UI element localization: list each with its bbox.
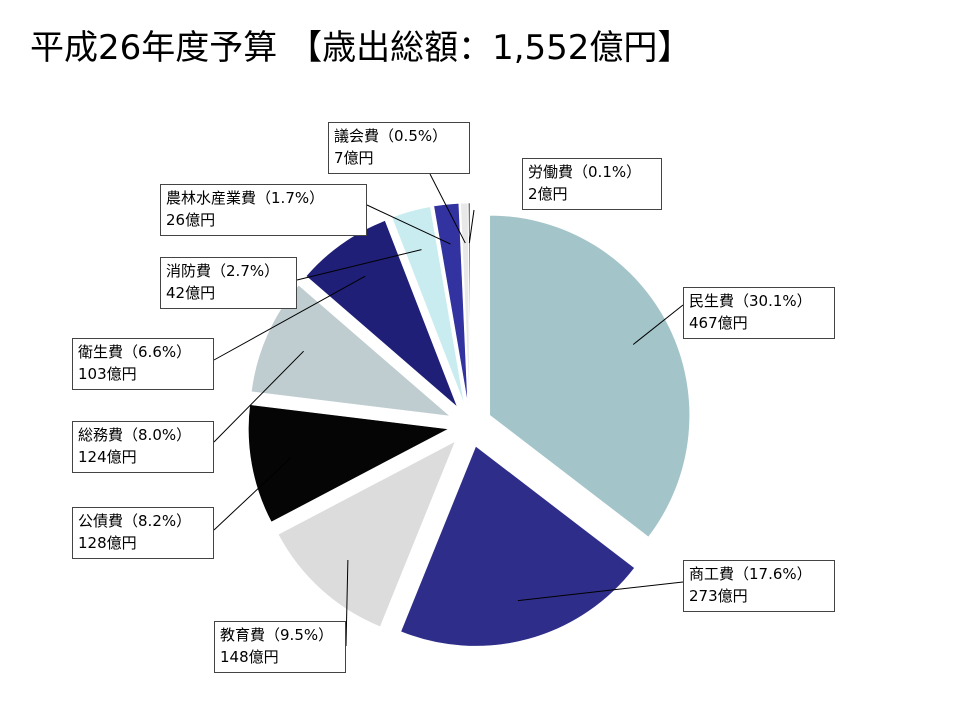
slice-name-label: 労働費（0.1%） <box>528 161 656 183</box>
slice-percent: （9.5%） <box>265 626 334 644</box>
data-label-gikai: 議会費（0.5%） 7億円 <box>328 122 470 174</box>
slice-name-label: 消防費（2.7%） <box>166 260 291 282</box>
slice-percent: （6.6%） <box>123 343 192 361</box>
page-title: 平成26年度予算 【歳出総額：1,552億円】 <box>30 28 692 68</box>
data-label-kyoiku: 教育費（9.5%） 148億円 <box>214 621 346 673</box>
pie-slice-eisei <box>305 220 458 408</box>
slice-name: 教育費 <box>220 626 266 644</box>
slice-percent: （1.7%） <box>256 189 325 207</box>
data-label-kosai: 公債費（8.2%） 128億円 <box>72 507 214 559</box>
pie-slice-minsei <box>489 214 691 538</box>
slice-value: 273億円 <box>689 587 748 605</box>
leader-line-shobo <box>296 249 422 281</box>
data-label-minsei: 民生費（30.1%） 467億円 <box>683 287 835 339</box>
slice-name: 公債費 <box>78 512 124 530</box>
leader-line-shoko <box>517 581 684 602</box>
leader-line-somu <box>213 350 304 443</box>
slice-percent: （8.2%） <box>123 512 192 530</box>
slice-percent: （0.1%） <box>573 163 642 181</box>
slice-name-label: 農林水産業費（1.7%） <box>166 187 361 209</box>
slice-value: 128億円 <box>78 534 137 552</box>
slice-name-label: 民生費（30.1%） <box>689 290 829 312</box>
slice-percent: （30.1%） <box>734 292 812 310</box>
slice-value: 124億円 <box>78 448 137 466</box>
slice-value: 2億円 <box>528 185 568 203</box>
slice-name: 農林水産業費 <box>166 189 257 207</box>
pie-slice-norin <box>433 203 468 404</box>
slice-name-label: 議会費（0.5%） <box>334 125 464 147</box>
pie-slice-kosai <box>248 404 450 523</box>
slice-name-label: 商工費（17.6%） <box>689 563 829 585</box>
leader-line-eisei <box>213 275 366 361</box>
pie-slice-rodo <box>468 202 471 404</box>
slice-name: 商工費 <box>689 565 735 583</box>
leader-line-kosai <box>213 457 292 531</box>
pie-slice-shoko <box>400 445 635 647</box>
leader-line-kyoiku <box>345 559 349 647</box>
slice-name-label: 衛生費（6.6%） <box>78 341 208 363</box>
leader-line-rodo <box>468 209 475 244</box>
data-label-eisei: 衛生費（6.6%） 103億円 <box>72 338 214 390</box>
pie-slice-gikai <box>460 202 470 404</box>
slice-value: 103億円 <box>78 365 137 383</box>
slice-value: 467億円 <box>689 314 748 332</box>
slice-value: 7億円 <box>334 149 374 167</box>
slice-name: 民生費 <box>689 292 735 310</box>
slice-name: 消防費 <box>166 262 212 280</box>
slice-percent: （8.0%） <box>123 426 192 444</box>
slice-value: 26億円 <box>166 211 216 229</box>
data-label-shoko: 商工費（17.6%） 273億円 <box>683 560 835 612</box>
leader-line-gikai <box>429 173 466 244</box>
slice-percent: （0.5%） <box>379 127 448 145</box>
data-label-somu: 総務費（8.0%） 124億円 <box>72 421 214 473</box>
slice-name: 総務費 <box>78 426 124 444</box>
slice-percent: （2.7%） <box>211 262 280 280</box>
slice-name: 議会費 <box>334 127 380 145</box>
slice-value: 42億円 <box>166 284 216 302</box>
data-label-rodo: 労働費（0.1%） 2億円 <box>522 158 662 210</box>
slice-name-label: 教育費（9.5%） <box>220 624 340 646</box>
slice-name: 衛生費 <box>78 343 124 361</box>
data-label-shobo: 消防費（2.7%） 42億円 <box>160 257 297 309</box>
slice-name: 労働費 <box>528 163 574 181</box>
pie-slice-kyoiku <box>277 440 456 628</box>
slice-percent: （17.6%） <box>734 565 812 583</box>
slice-name-label: 公債費（8.2%） <box>78 510 208 532</box>
data-label-norin: 農林水産業費（1.7%） 26億円 <box>160 184 367 236</box>
slice-name-label: 総務費（8.0%） <box>78 424 208 446</box>
leader-line-norin <box>366 204 451 245</box>
pie-slice-shobo <box>391 206 465 404</box>
leader-line-minsei <box>632 304 684 345</box>
slice-value: 148億円 <box>220 648 279 666</box>
